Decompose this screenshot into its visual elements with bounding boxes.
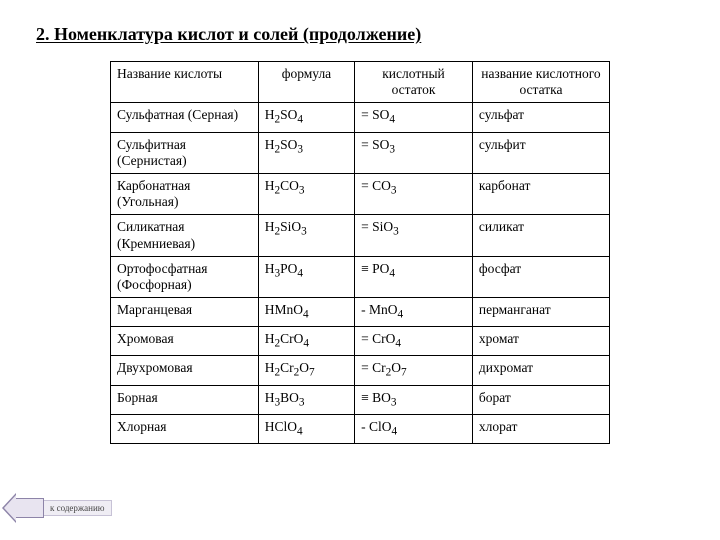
- cell-residue: = CrO4: [355, 327, 473, 356]
- cell-formula: H2Cr2O7: [258, 356, 354, 385]
- table-row: ДвухромоваяH2Cr2O7= Cr2O7дихромат: [111, 356, 610, 385]
- header-residue: кислотный остаток: [355, 62, 473, 103]
- cell-name: Хромовая: [111, 327, 259, 356]
- cell-formula: H3PO4: [258, 256, 354, 297]
- cell-formula: H2SiO3: [258, 215, 354, 256]
- cell-rname: силикат: [472, 215, 609, 256]
- cell-residue: = SO3: [355, 132, 473, 173]
- acids-table-wrap: Название кислоты формула кислотный остат…: [110, 61, 610, 444]
- cell-residue: - ClO4: [355, 414, 473, 443]
- back-link-label: к содержанию: [44, 500, 112, 516]
- arrow-left-icon: [14, 498, 44, 518]
- table-row: МарганцеваяHMnO4- MnO4перманганат: [111, 298, 610, 327]
- cell-formula: H2CO3: [258, 173, 354, 214]
- cell-rname: фосфат: [472, 256, 609, 297]
- cell-name: Карбонатная (Угольная): [111, 173, 259, 214]
- cell-residue: ≡ PO4: [355, 256, 473, 297]
- back-to-contents-link[interactable]: к содержанию: [14, 498, 112, 518]
- cell-rname: дихромат: [472, 356, 609, 385]
- header-rname: название кислотного остатка: [472, 62, 609, 103]
- cell-formula: H2SO4: [258, 103, 354, 132]
- table-row: Сульфитная (Сернистая)H2SO3= SO3сульфит: [111, 132, 610, 173]
- cell-rname: хромат: [472, 327, 609, 356]
- cell-formula: HMnO4: [258, 298, 354, 327]
- cell-residue: = SO4: [355, 103, 473, 132]
- table-row: Ортофосфатная (Фосфорная)H3PO4≡ PO4фосфа…: [111, 256, 610, 297]
- table-row: Силикатная (Кремниевая)H2SiO3= SiO3силик…: [111, 215, 610, 256]
- table-row: БорнаяH3BO3≡ BO3борат: [111, 385, 610, 414]
- table-row: Карбонатная (Угольная)H2CO3= CO3карбонат: [111, 173, 610, 214]
- cell-name: Борная: [111, 385, 259, 414]
- cell-residue: ≡ BO3: [355, 385, 473, 414]
- cell-rname: хлорат: [472, 414, 609, 443]
- cell-name: Сульфатная (Серная): [111, 103, 259, 132]
- cell-name: Ортофосфатная (Фосфорная): [111, 256, 259, 297]
- page-title: 2. Номенклатура кислот и солей (продолже…: [36, 24, 690, 45]
- cell-formula: H3BO3: [258, 385, 354, 414]
- cell-rname: сульфат: [472, 103, 609, 132]
- cell-rname: карбонат: [472, 173, 609, 214]
- cell-name: Хлорная: [111, 414, 259, 443]
- cell-residue: - MnO4: [355, 298, 473, 327]
- cell-residue: = SiO3: [355, 215, 473, 256]
- cell-name: Двухромовая: [111, 356, 259, 385]
- acids-table-body: Сульфатная (Серная)H2SO4= SO4сульфатСуль…: [111, 103, 610, 444]
- header-name: Название кислоты: [111, 62, 259, 103]
- cell-rname: перманганат: [472, 298, 609, 327]
- cell-rname: борат: [472, 385, 609, 414]
- table-header-row: Название кислоты формула кислотный остат…: [111, 62, 610, 103]
- table-row: Сульфатная (Серная)H2SO4= SO4сульфат: [111, 103, 610, 132]
- acids-table: Название кислоты формула кислотный остат…: [110, 61, 610, 444]
- header-formula: формула: [258, 62, 354, 103]
- cell-name: Марганцевая: [111, 298, 259, 327]
- table-row: ХромоваяH2CrO4= CrO4хромат: [111, 327, 610, 356]
- table-row: ХлорнаяHClO4- ClO4хлорат: [111, 414, 610, 443]
- cell-formula: H2CrO4: [258, 327, 354, 356]
- cell-name: Силикатная (Кремниевая): [111, 215, 259, 256]
- cell-name: Сульфитная (Сернистая): [111, 132, 259, 173]
- cell-formula: H2SO3: [258, 132, 354, 173]
- cell-rname: сульфит: [472, 132, 609, 173]
- cell-residue: = Cr2O7: [355, 356, 473, 385]
- cell-residue: = CO3: [355, 173, 473, 214]
- cell-formula: HClO4: [258, 414, 354, 443]
